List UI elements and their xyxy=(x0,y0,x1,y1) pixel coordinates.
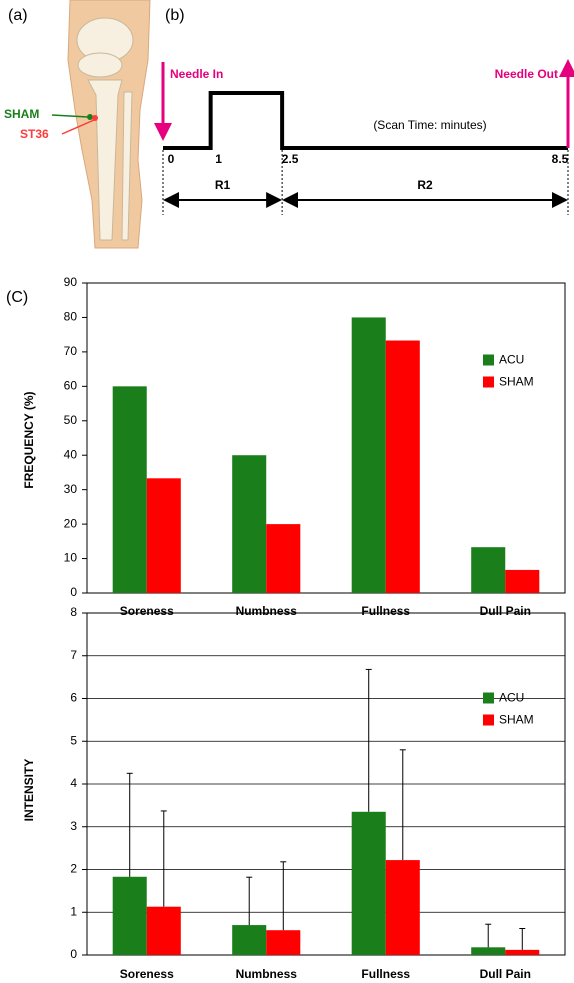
bar xyxy=(471,947,505,955)
y-tick-label: 7 xyxy=(70,648,77,662)
bar xyxy=(266,930,300,955)
legend-swatch xyxy=(483,377,494,388)
y-tick-label: 8 xyxy=(70,605,77,619)
y-tick-label: 2 xyxy=(70,862,77,876)
r1-label: R1 xyxy=(215,178,231,192)
y-tick-label: 6 xyxy=(70,691,77,705)
x-tick-label: Numbness xyxy=(236,967,298,981)
bar xyxy=(266,524,300,593)
y-tick-label: 0 xyxy=(70,947,77,961)
legend-swatch xyxy=(483,693,494,704)
legend-label: SHAM xyxy=(499,375,534,389)
bar xyxy=(232,925,266,955)
x-tick-label: Soreness xyxy=(120,967,174,981)
time-tick-label: 2.5 xyxy=(282,152,299,166)
sham-label: SHAM xyxy=(4,107,39,121)
y-tick-label: 1 xyxy=(70,904,77,918)
legend-label: ACU xyxy=(499,691,524,705)
bar xyxy=(386,860,420,955)
panel-label: (a) xyxy=(8,7,28,24)
x-tick-label: Fullness xyxy=(361,967,410,981)
needle-out-label: Needle Out xyxy=(495,67,558,81)
y-tick-label: 80 xyxy=(64,310,78,324)
bar xyxy=(113,386,147,593)
bar xyxy=(147,907,181,955)
x-tick-label: Dull Pain xyxy=(480,604,531,618)
y-tick-label: 0 xyxy=(70,585,77,599)
y-axis-title: INTENSITY xyxy=(22,759,36,822)
bar xyxy=(147,478,181,593)
time-tick-label: 0 xyxy=(168,152,175,166)
y-axis-title: FREQUENCY (%) xyxy=(22,391,36,488)
y-tick-label: 40 xyxy=(64,447,78,461)
x-tick-label: Soreness xyxy=(120,604,174,618)
y-tick-label: 3 xyxy=(70,819,77,833)
pulse-line xyxy=(163,93,568,148)
y-tick-label: 10 xyxy=(64,551,78,565)
scan-time-label: (Scan Time: minutes) xyxy=(373,118,486,132)
time-tick-label: 1 xyxy=(215,152,222,166)
figure: (a) SHAM ST36 (b) Needle In Needle Out (… xyxy=(0,0,574,983)
y-tick-label: 60 xyxy=(64,379,78,393)
r2-label: R2 xyxy=(417,178,433,192)
bar xyxy=(471,547,505,593)
bar xyxy=(113,877,147,955)
bar xyxy=(232,455,266,593)
panel-label: (C) xyxy=(6,289,28,306)
y-tick-label: 20 xyxy=(64,516,78,530)
y-tick-label: 70 xyxy=(64,344,78,358)
needle-in-label: Needle In xyxy=(170,67,223,81)
x-tick-label: Dull Pain xyxy=(480,967,531,981)
bar xyxy=(352,317,386,593)
y-tick-label: 50 xyxy=(64,413,78,427)
y-tick-label: 5 xyxy=(70,733,77,747)
legend-swatch xyxy=(483,715,494,726)
bar xyxy=(352,812,386,955)
time-tick-label: 8.5 xyxy=(552,152,569,166)
legend-label: SHAM xyxy=(499,713,534,727)
y-tick-label: 90 xyxy=(64,275,78,289)
leg-illustration xyxy=(52,0,150,248)
y-tick-label: 4 xyxy=(70,776,77,790)
x-tick-label: Numbness xyxy=(236,604,298,618)
y-tick-label: 30 xyxy=(64,482,78,496)
x-tick-label: Fullness xyxy=(361,604,410,618)
legend-swatch xyxy=(483,355,494,366)
legend-label: ACU xyxy=(499,353,524,367)
bar xyxy=(505,950,539,955)
bar xyxy=(505,570,539,593)
panel-label: (b) xyxy=(165,7,185,24)
bar xyxy=(386,341,420,593)
st36-label: ST36 xyxy=(20,127,49,141)
